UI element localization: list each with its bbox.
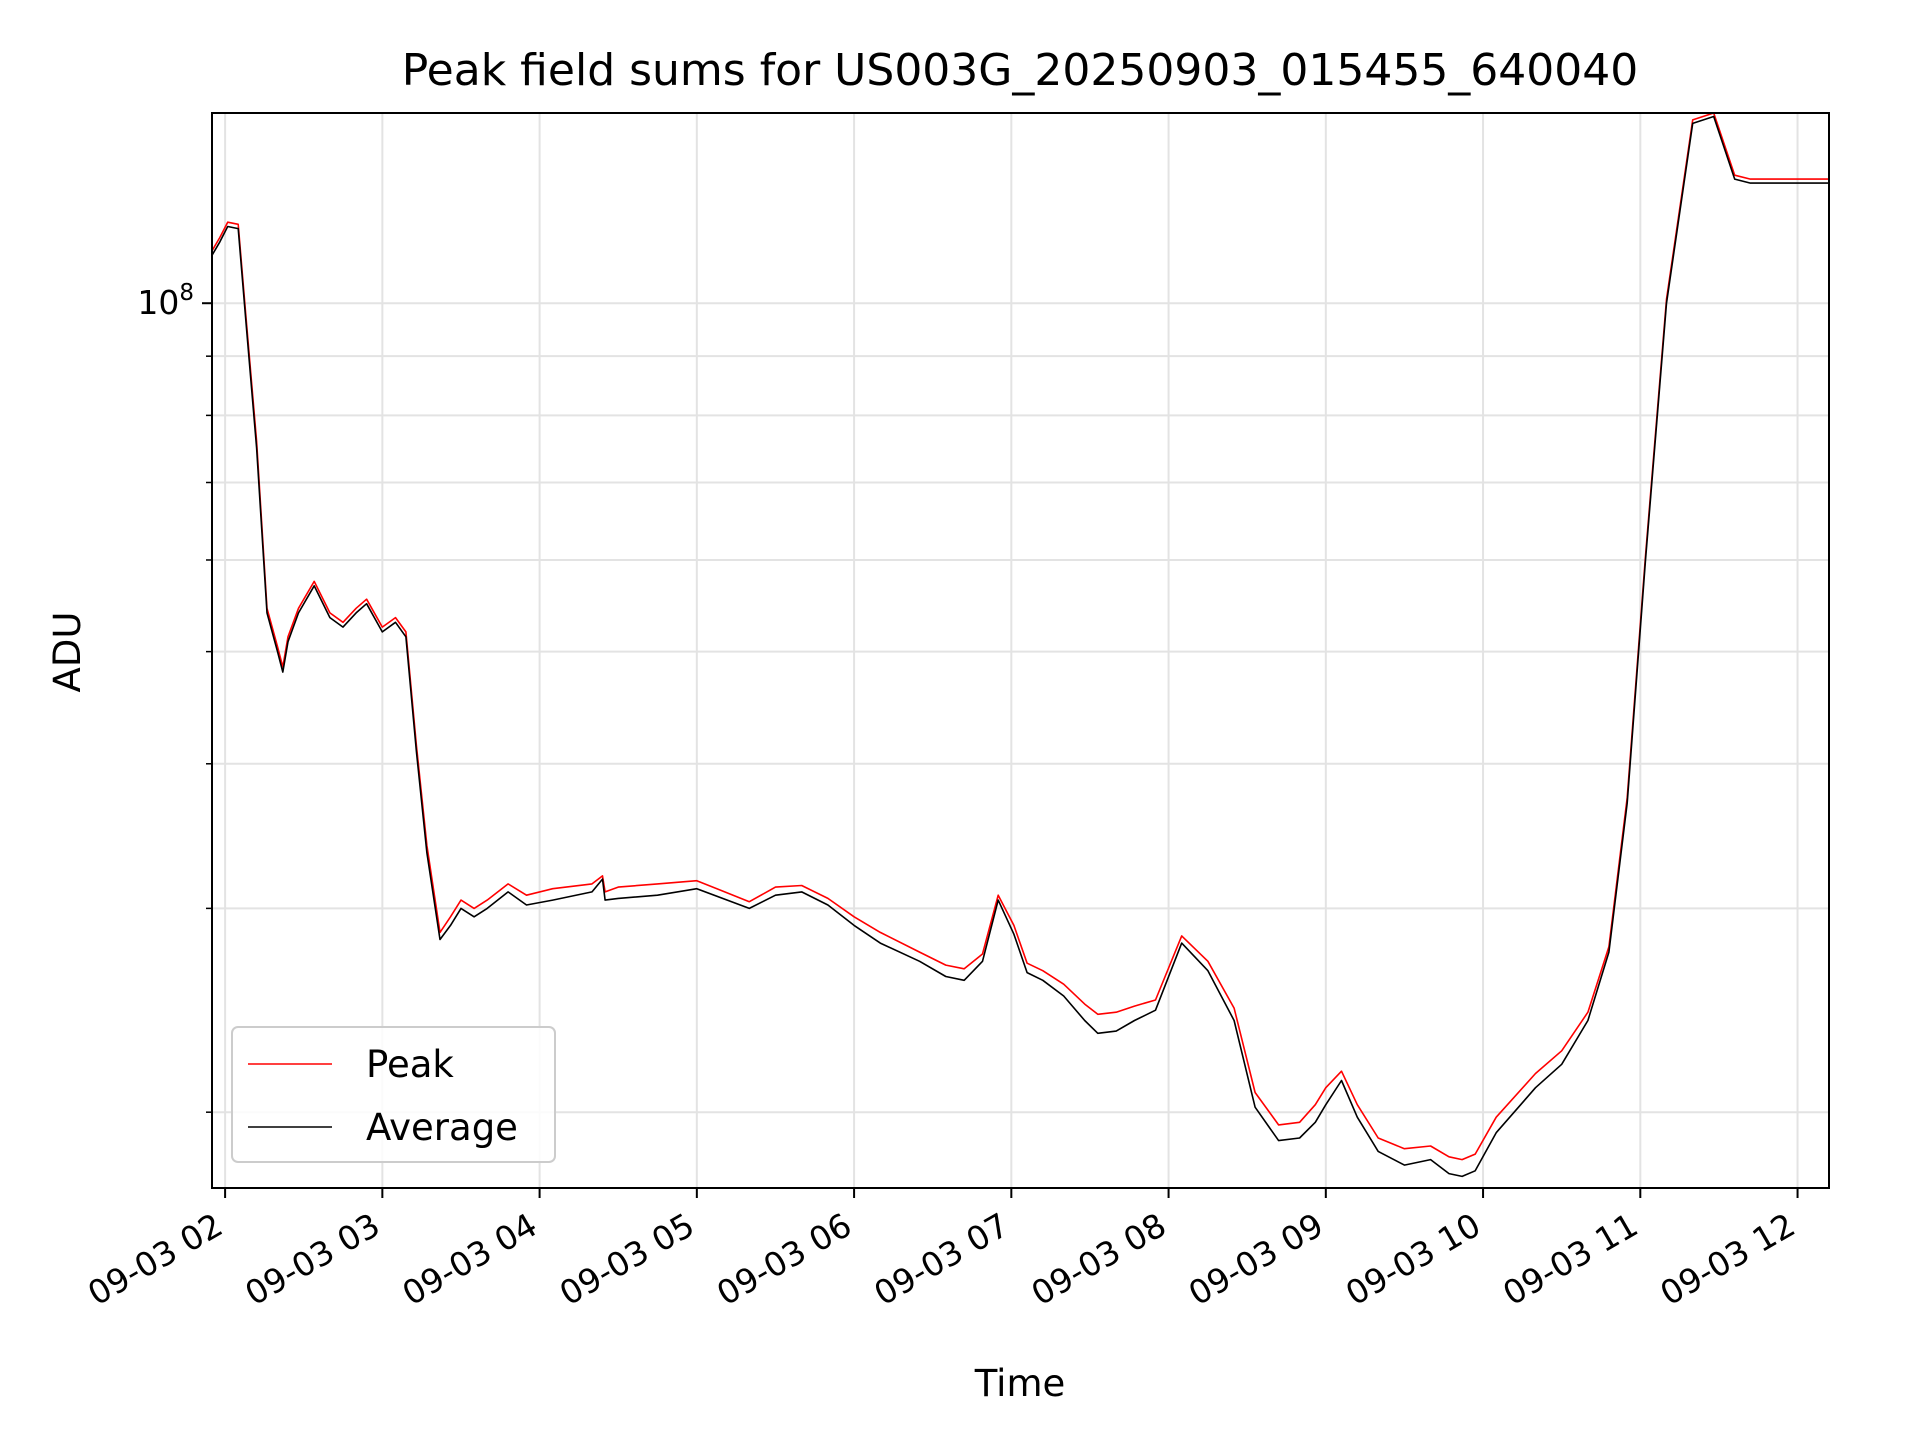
legend: Peak Average <box>231 1026 556 1163</box>
chart-title: Peak field sums for US003G_20250903_0154… <box>402 45 1639 96</box>
tick-marks <box>202 302 1799 1198</box>
series-lines <box>211 112 1829 1178</box>
plot-frame <box>211 112 1830 1189</box>
grid <box>212 113 1829 1188</box>
legend-box <box>231 1026 556 1163</box>
y-axis-label: ADU <box>46 612 89 693</box>
series-line-average <box>211 115 1829 1178</box>
legend-label-peak: Peak <box>366 1043 454 1086</box>
x-axis-label: Time <box>974 1362 1066 1405</box>
legend-label-average: Average <box>366 1106 518 1149</box>
